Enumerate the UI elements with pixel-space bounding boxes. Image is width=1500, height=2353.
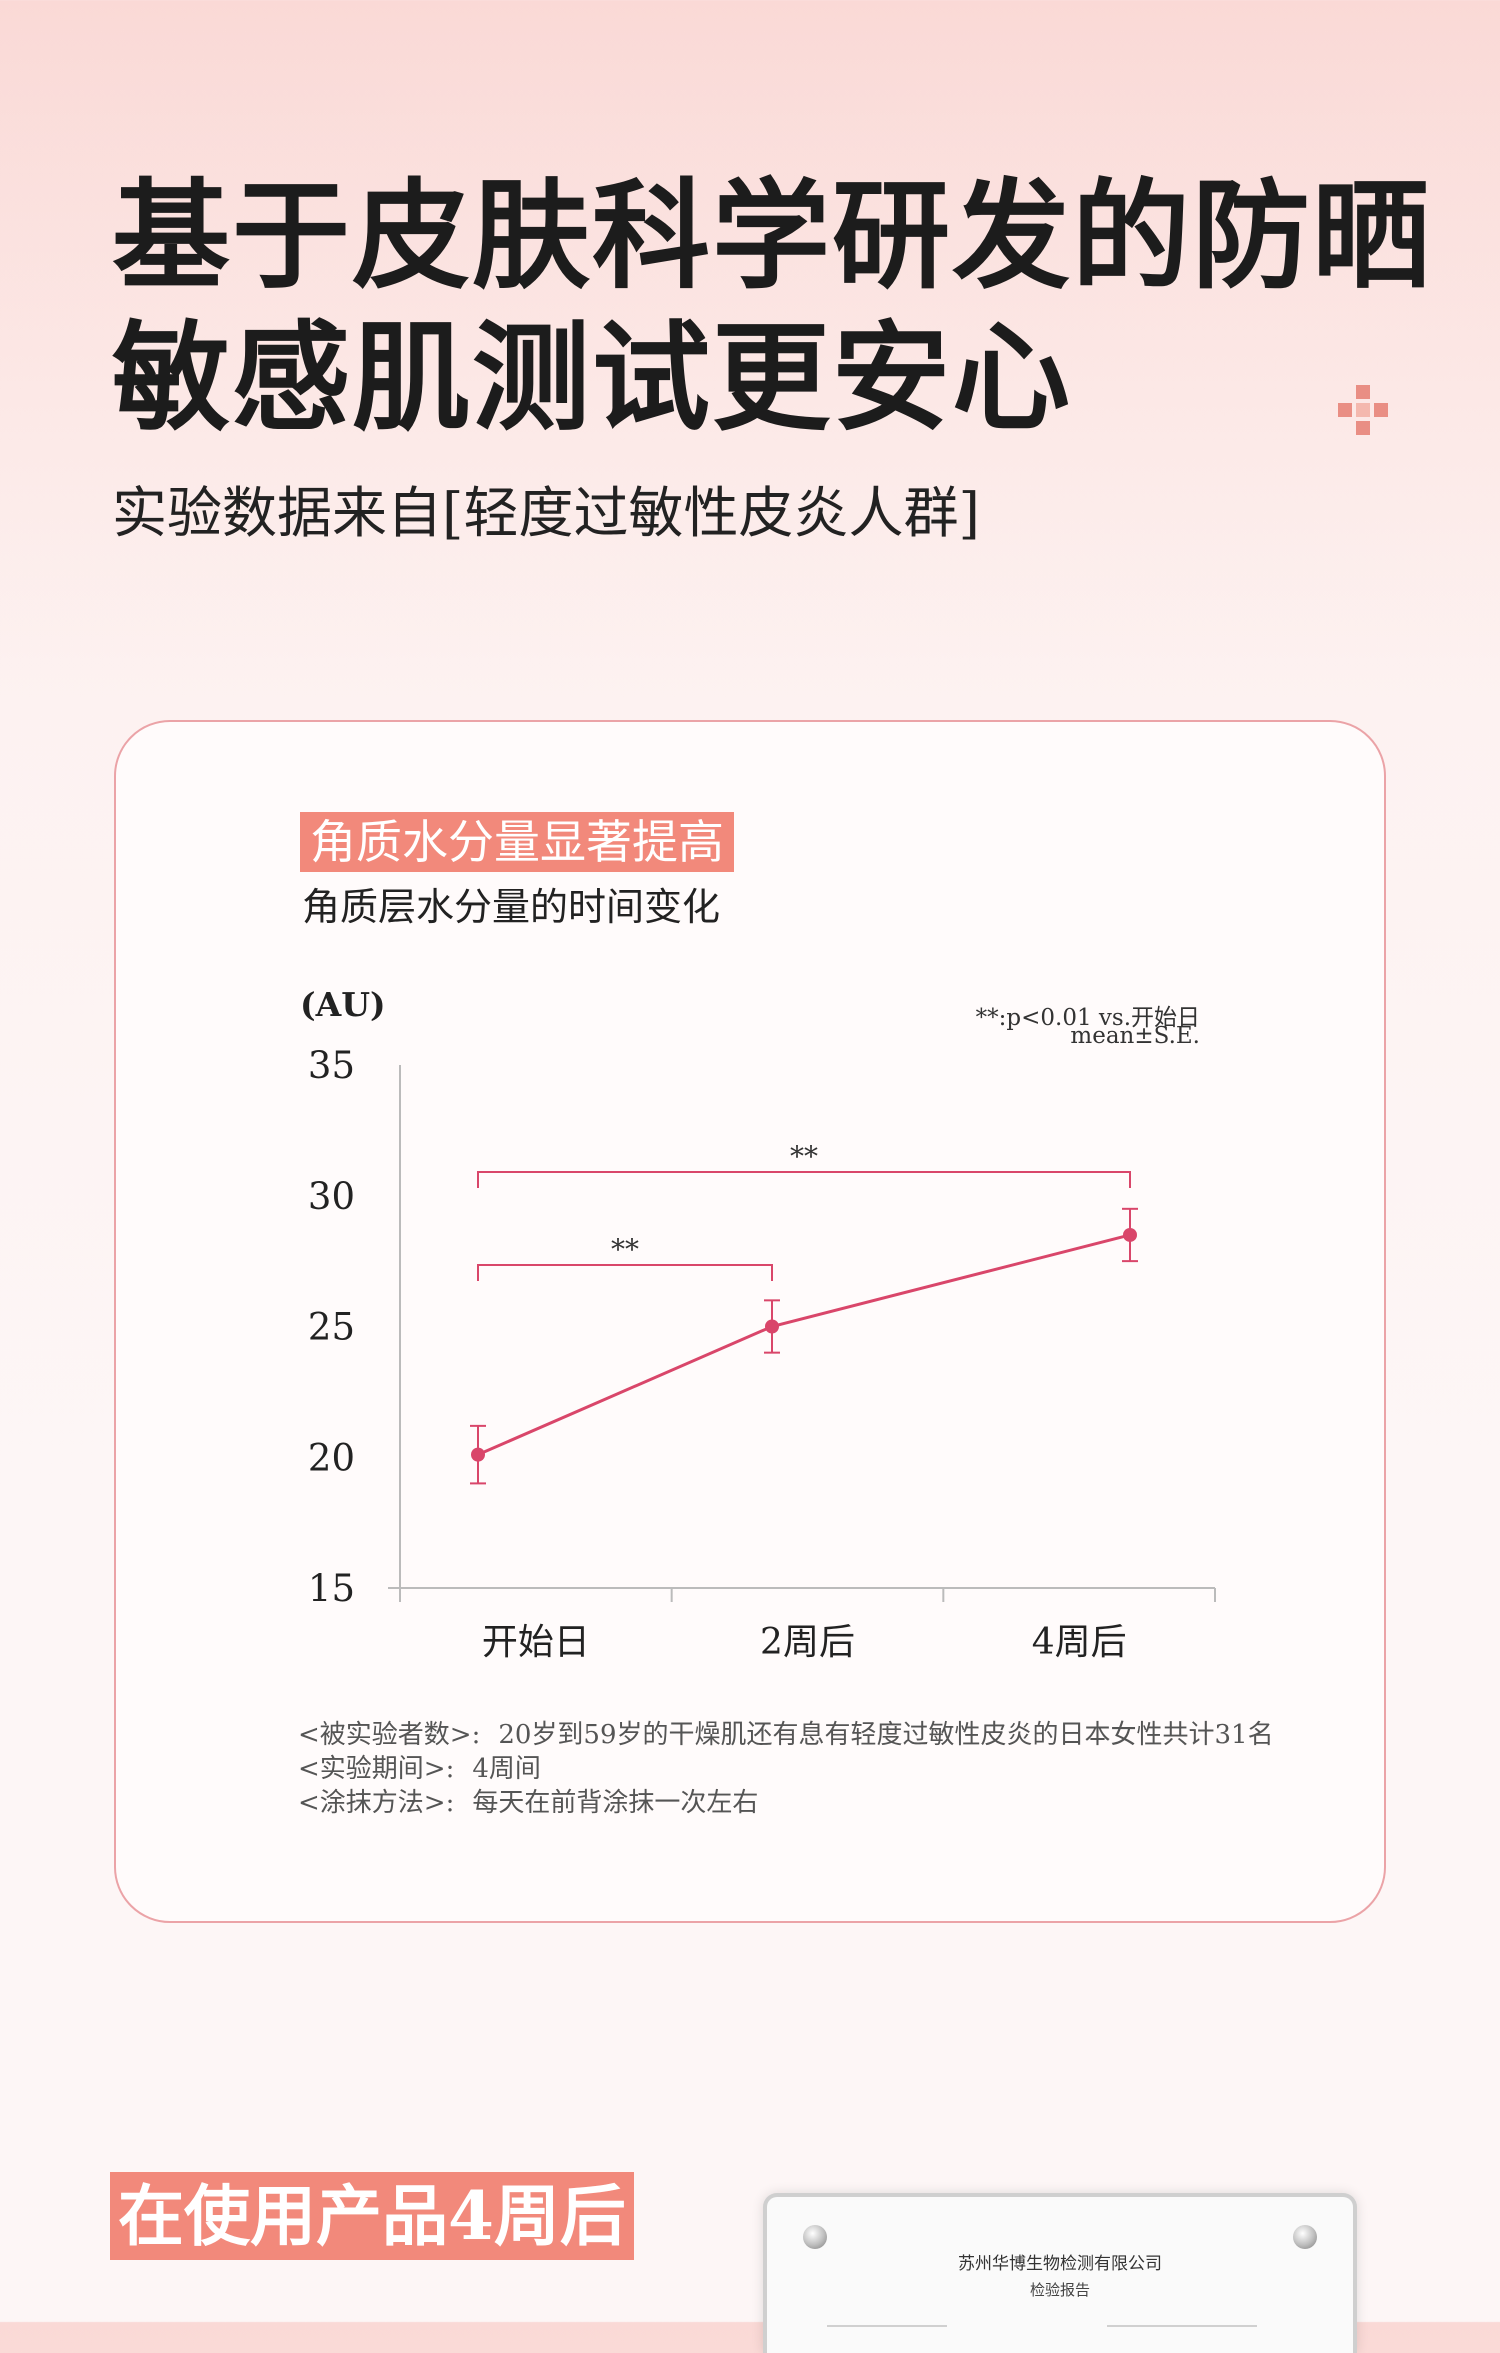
footnote-period-label: <实验期间>: [298, 1754, 455, 1784]
footnote-method: <涂抹方法>: 每天在前背涂抹一次左右 [298, 1786, 758, 1820]
footnote-period: <实验期间>: 4周间 [298, 1752, 541, 1786]
report-type: 检验报告 [1029, 2281, 1090, 2299]
plus-cross-icon [1338, 385, 1388, 435]
chart-tag: 角质水分量显著提高 [300, 812, 734, 872]
report-text-line [827, 2325, 947, 2327]
pin-icon-right [1293, 2225, 1317, 2249]
headline-line-2: 敏感肌测试更安心 [112, 308, 1073, 447]
report-org: 苏州华博生物检测有限公司 [958, 2254, 1162, 2274]
subheadline: 实验数据来自[轻度过敏性皮炎人群] [112, 481, 980, 545]
headline-line-1: 基于皮肤科学研发的防晒 [112, 166, 1433, 305]
pin-icon-left [803, 2225, 827, 2249]
footnote-period-value: 4周间 [472, 1754, 541, 1784]
y-axis-unit: (AU) [300, 985, 386, 1024]
test-report-image: 苏州华博生物检测有限公司 检验报告 [763, 2193, 1357, 2353]
chart-title: 角质层水分量的时间变化 [302, 885, 721, 929]
report-text-line [1107, 2325, 1257, 2327]
footnote-subjects-label: <被实验者数>: [298, 1720, 481, 1750]
result-banner: 在使用产品4周后 [110, 2172, 634, 2260]
footnote-method-value: 每天在前背涂抹一次左右 [472, 1788, 759, 1818]
footnote-method-label: <涂抹方法>: [298, 1788, 455, 1818]
headline: 基于皮肤科学研发的防晒 敏感肌测试更安心 [112, 165, 1432, 449]
stat-note: mean±S.E. [1070, 1023, 1200, 1049]
footnote-subjects: <被实验者数>: 20岁到59岁的干燥肌还有息有轻度过敏性皮炎的日本女性共计31名 [298, 1718, 1274, 1752]
significance-note: **:p<0.01 vs.开始日 [975, 1005, 1200, 1031]
footnote-subjects-value: 20岁到59岁的干燥肌还有息有轻度过敏性皮炎的日本女性共计31名 [498, 1720, 1274, 1750]
